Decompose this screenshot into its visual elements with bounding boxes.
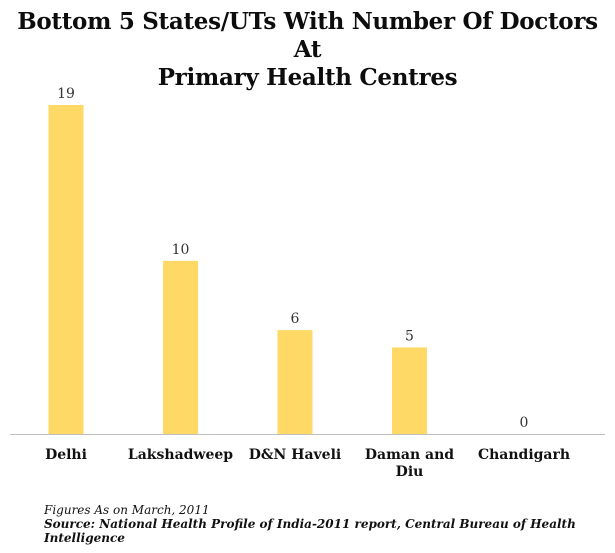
data-label-4: 0 bbox=[520, 415, 529, 431]
x-tick-label-3: Daman and Diu bbox=[365, 447, 454, 480]
x-tick-label-2-line-0: D&N Haveli bbox=[249, 447, 341, 463]
x-tick-label-1: Lakshadweep bbox=[128, 447, 233, 463]
data-label-1: 10 bbox=[172, 242, 190, 258]
bar-1 bbox=[163, 260, 198, 434]
data-label-2: 6 bbox=[291, 311, 300, 327]
chart-footer: Figures As on March, 2011 Source: Nation… bbox=[44, 503, 604, 545]
x-tick-label-4-line-0: Chandigarh bbox=[478, 447, 570, 463]
bar-2 bbox=[277, 330, 313, 434]
x-tick-label-4: Chandigarh bbox=[478, 447, 570, 463]
x-tick-label-0-line-0: Delhi bbox=[45, 447, 87, 463]
x-tick-label-0: Delhi bbox=[45, 447, 87, 463]
chart-title: Bottom 5 States/UTs With Number Of Docto… bbox=[0, 8, 615, 92]
x-tick-label-2: D&N Haveli bbox=[249, 447, 341, 463]
bar-3 bbox=[392, 347, 427, 434]
x-tick-label-3-line-1: Diu bbox=[396, 464, 424, 480]
x-tick-label-3-line-0: Daman and bbox=[365, 447, 454, 463]
bar-chart: 19 Delhi 10 Lakshadweep 6 D&N Haveli 5 Daman an… bbox=[10, 86, 605, 480]
data-label-0: 19 bbox=[57, 86, 75, 102]
footnote: Figures As on March, 2011 bbox=[44, 503, 210, 517]
x-tick-label-1-line-0: Lakshadweep bbox=[128, 447, 233, 463]
bar-0 bbox=[48, 105, 84, 434]
chart-title-line-2: Primary Health Centres bbox=[157, 64, 458, 91]
data-label-3: 5 bbox=[405, 328, 414, 344]
chart-title-line-1: Bottom 5 States/UTs With Number Of Docto… bbox=[17, 8, 598, 63]
source-note: Source: National Health Profile of India… bbox=[44, 517, 576, 545]
